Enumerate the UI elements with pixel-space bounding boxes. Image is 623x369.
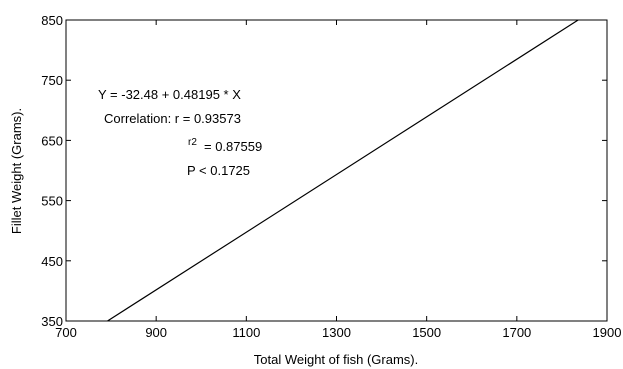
x-tick-label: 1700 [502, 325, 531, 340]
x-axis-title: Total Weight of fish (Grams). [254, 352, 418, 367]
x-tick-label: 1500 [412, 325, 441, 340]
x-tick-label: 700 [55, 325, 77, 340]
x-tick-label: 900 [145, 325, 167, 340]
y-tick-label: 750 [41, 73, 63, 88]
p-value-label: P < 0.1725 [187, 163, 250, 178]
y-tick-label: 850 [41, 13, 63, 28]
correlation-label: Correlation: r = 0.93573 [104, 111, 241, 126]
regression-line [107, 19, 579, 322]
y-tick-label: 450 [41, 254, 63, 269]
y-axis-ticks: 350 450 550 650 750 850 [41, 13, 607, 329]
x-axis-ticks: 700 900 1100 1300 1500 1700 1900 [55, 20, 621, 340]
y-tick-label: 550 [41, 194, 63, 209]
x-tick-label: 1300 [322, 325, 351, 340]
r-squared-symbol: r2 [188, 137, 197, 148]
y-tick-label: 350 [41, 314, 63, 329]
y-tick-label: 650 [41, 133, 63, 148]
regression-equation: Y = -32.48 + 0.48195 * X [98, 87, 241, 102]
y-axis-title: Fillet Weight (Grams). [9, 108, 24, 234]
x-tick-label: 1900 [593, 325, 622, 340]
x-tick-label: 1100 [232, 325, 260, 340]
plot-area [65, 19, 608, 322]
r-squared-value: = 0.87559 [204, 139, 262, 154]
series-layer [107, 19, 579, 322]
